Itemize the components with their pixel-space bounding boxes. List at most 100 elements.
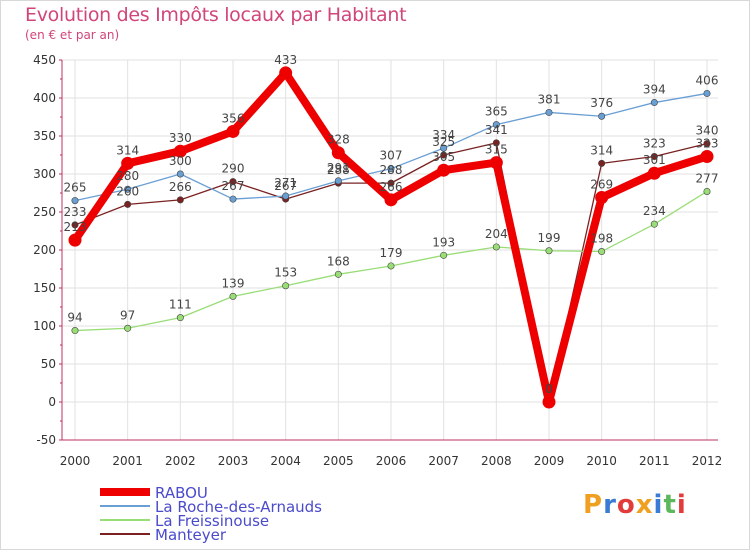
data-point — [229, 178, 237, 186]
data-point — [440, 144, 448, 152]
data-label: 204 — [485, 227, 508, 241]
x-tick-label: 2009 — [534, 454, 565, 468]
data-label: 315 — [485, 143, 508, 157]
data-point — [176, 314, 184, 322]
data-label: 234 — [643, 204, 666, 218]
y-tick-label: 350 — [33, 129, 56, 143]
data-point — [387, 179, 395, 187]
series-lines — [68, 66, 714, 409]
data-label: 433 — [274, 53, 297, 67]
data-point — [650, 220, 658, 228]
logo-letter: i — [676, 490, 687, 520]
data-point — [700, 150, 714, 164]
y-tick-label: 400 — [33, 91, 56, 105]
data-point — [226, 124, 240, 138]
y-tick-label: 100 — [33, 319, 56, 333]
data-label: 267 — [274, 179, 297, 193]
data-label: 406 — [696, 73, 719, 87]
x-tick-label: 2000 — [60, 454, 91, 468]
grid — [62, 59, 718, 441]
data-label: 271 — [274, 176, 297, 190]
data-point — [387, 262, 395, 270]
data-point — [492, 139, 500, 147]
data-point — [71, 327, 79, 335]
data-label: 277 — [696, 171, 719, 185]
data-label: 307 — [380, 149, 403, 163]
y-tick-label: 50 — [41, 357, 56, 371]
x-tick-label: 2004 — [270, 454, 301, 468]
data-point — [598, 159, 606, 167]
data-label: 314 — [590, 143, 613, 157]
axes: -50 0 50 100 150 200 250 300 350 400 450 2000 2001 20… — [33, 53, 722, 468]
data-label: 213 — [64, 220, 87, 234]
data-point — [492, 121, 500, 129]
data-label: 0 — [545, 382, 553, 396]
data-label: 179 — [380, 246, 403, 260]
data-label: 394 — [643, 83, 666, 97]
data-label: 199 — [538, 231, 561, 245]
data-label: 193 — [432, 235, 455, 249]
data-point — [703, 140, 711, 148]
data-label: 376 — [590, 96, 613, 110]
data-point — [387, 165, 395, 173]
x-tick-label: 2011 — [639, 454, 670, 468]
data-point — [647, 166, 661, 180]
data-point — [384, 193, 398, 207]
legend-label: La Freissinouse — [155, 512, 269, 530]
data-point — [703, 187, 711, 195]
data-point — [279, 66, 293, 80]
data-label: 168 — [327, 254, 350, 268]
data-label: 288 — [327, 163, 350, 177]
data-point — [68, 233, 82, 247]
y-tick-label: 150 — [33, 281, 56, 295]
data-point — [440, 251, 448, 259]
data-label: 305 — [432, 150, 455, 164]
data-point — [650, 99, 658, 107]
logo-letter: x — [635, 490, 654, 520]
y-tick-label: 300 — [33, 167, 56, 181]
chart-subtitle: (en € et par an) — [25, 28, 120, 42]
data-label: 267 — [222, 179, 245, 193]
data-point — [598, 112, 606, 120]
y-tick-label: 250 — [33, 205, 56, 219]
data-point — [282, 192, 290, 200]
data-label: 288 — [380, 163, 403, 177]
data-label: 301 — [643, 153, 666, 167]
x-tick-label: 2005 — [323, 454, 354, 468]
data-point — [121, 156, 135, 170]
x-tick-label: 2002 — [165, 454, 196, 468]
data-point — [173, 144, 187, 158]
y-tick-label: 0 — [48, 395, 56, 409]
data-labels: 213 314 330 356 433 328 266 305 315 0 269 301 323 265… — [64, 53, 719, 396]
data-label: 266 — [169, 180, 192, 194]
x-tick-label: 2001 — [112, 454, 143, 468]
data-label: 340 — [696, 124, 719, 138]
y-tick-label: 450 — [33, 53, 56, 67]
data-label: 94 — [67, 311, 82, 325]
data-label: 153 — [274, 266, 297, 280]
y-tick-label: -50 — [36, 433, 56, 447]
data-label: 290 — [222, 162, 245, 176]
data-point — [124, 200, 132, 208]
data-point — [489, 156, 503, 170]
data-label: 269 — [590, 178, 613, 192]
chart-title: Evolution des Impôts locaux par Habitant — [25, 4, 407, 26]
legend-label: RABOU — [155, 484, 208, 502]
data-label: 381 — [538, 92, 561, 106]
data-label: 341 — [485, 123, 508, 137]
data-label: 328 — [327, 133, 350, 147]
x-tick-label: 2010 — [586, 454, 617, 468]
data-point — [331, 146, 345, 160]
data-point — [71, 197, 79, 205]
data-label: 233 — [64, 205, 87, 219]
x-tick-label: 2012 — [692, 454, 723, 468]
data-point — [598, 248, 606, 256]
data-label: 365 — [485, 105, 508, 119]
x-tick-label: 2007 — [428, 454, 459, 468]
data-label: 139 — [222, 276, 245, 290]
data-point — [542, 395, 556, 409]
logo-letter: i — [653, 490, 664, 520]
data-label: 280 — [116, 169, 139, 183]
data-point — [124, 185, 132, 193]
